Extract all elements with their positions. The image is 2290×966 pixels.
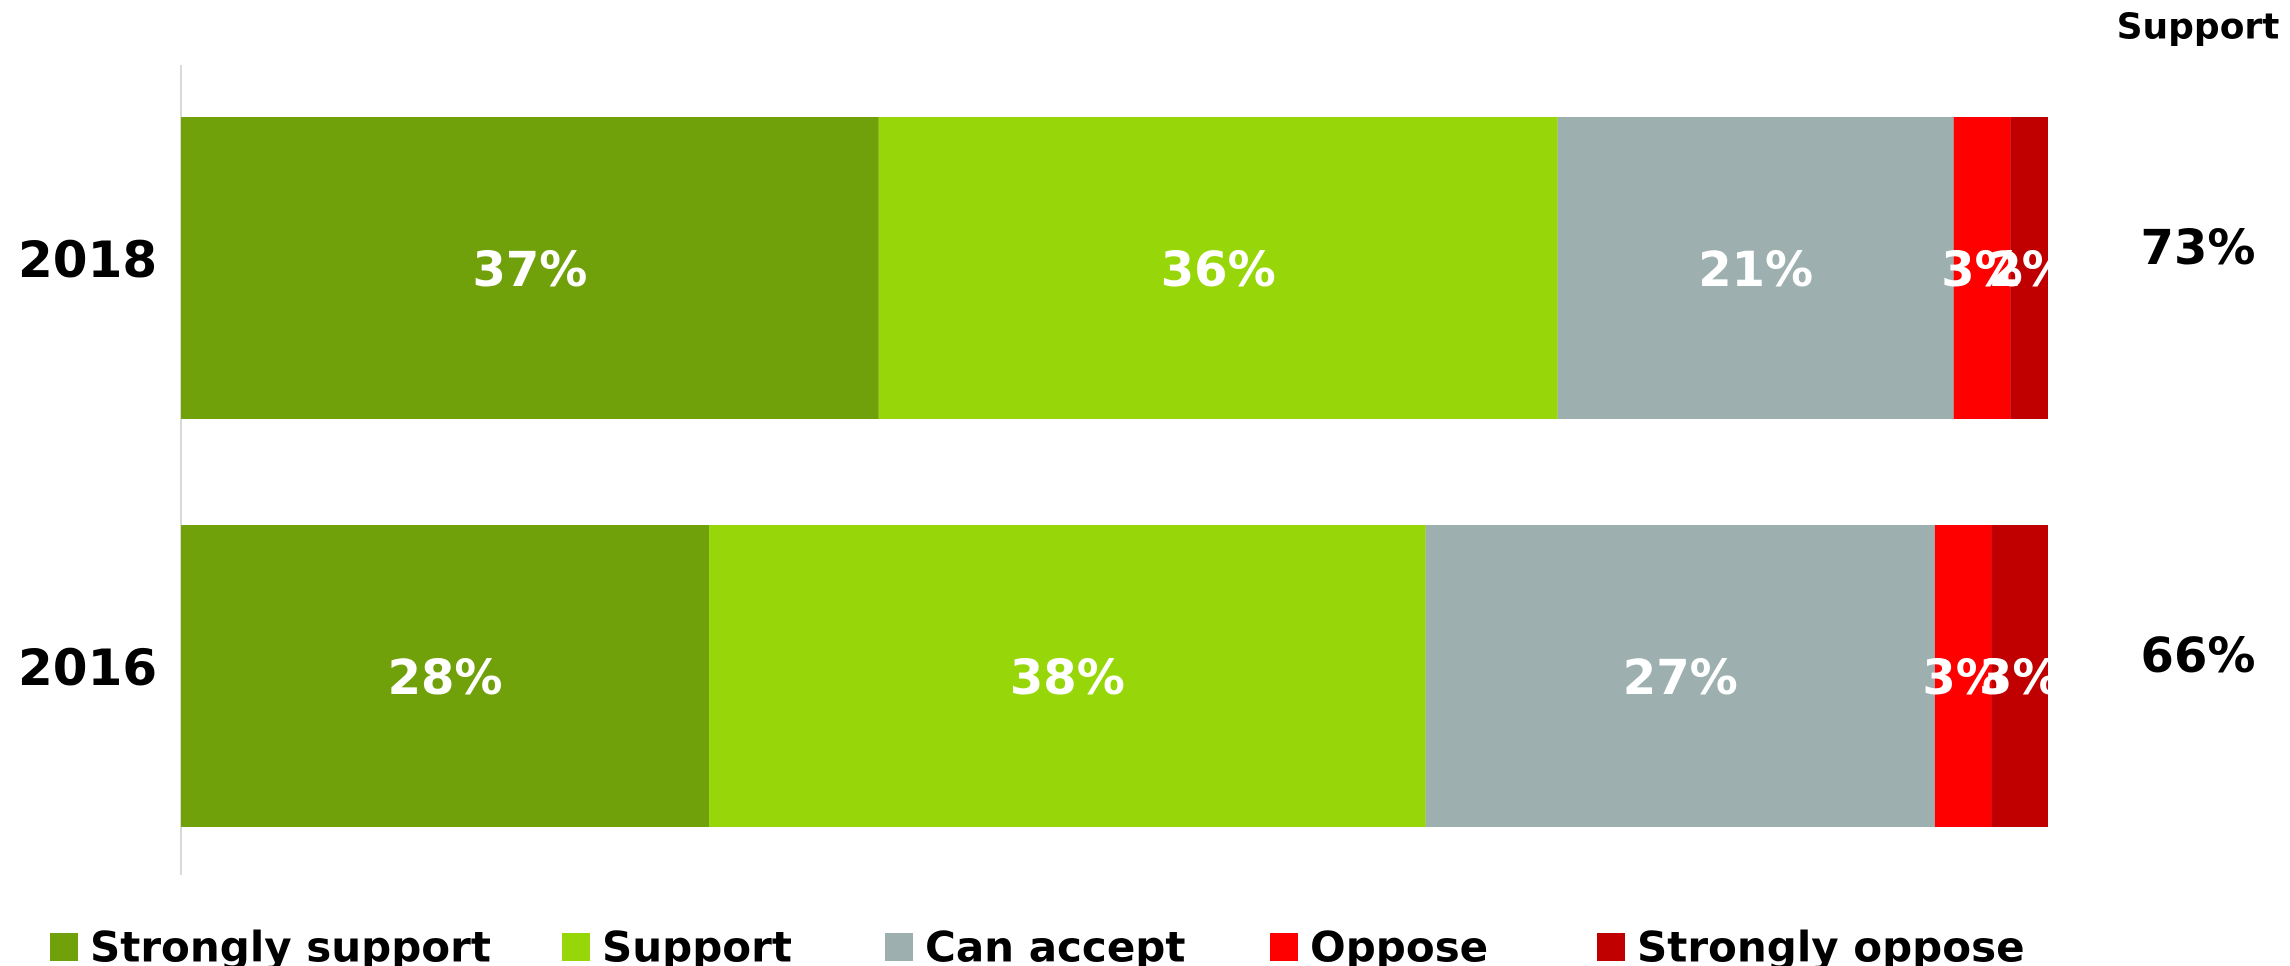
- bar-2016-support: [709, 525, 1426, 827]
- total-2018: 73%: [2141, 220, 2256, 276]
- legend: Strongly support Support Can accept Oppose S…: [50, 923, 2025, 966]
- bar-2016-strongly-oppose: [1991, 525, 2048, 827]
- bar-2018-strongly-support: [181, 117, 879, 419]
- bar-2016-can-accept: [1425, 525, 1935, 827]
- bar-2018-oppose: [1953, 117, 2011, 419]
- data-label-2018-strongly-support: 37%: [472, 242, 587, 298]
- legend-swatch-strongly-support: [50, 933, 78, 961]
- data-label-2018-support: 36%: [1161, 242, 1276, 298]
- legend-label-oppose: Oppose: [1310, 923, 1488, 966]
- bar-2016-strongly-support: [181, 525, 710, 827]
- data-label-2016-strongly-support: 28%: [388, 650, 503, 706]
- category-labels-group: 2018 2016: [18, 231, 157, 697]
- bar-2018-strongly-oppose: [2010, 117, 2048, 419]
- legend-swatch-can-accept: [885, 933, 913, 961]
- bars-group: [181, 117, 2048, 827]
- category-label-2016: 2016: [18, 639, 157, 697]
- data-label-2016-strongly-oppose: 3%: [1979, 650, 2061, 706]
- data-label-2016-oppose: 3%: [1922, 650, 2004, 706]
- total-2016: 66%: [2141, 628, 2256, 684]
- bar-2018-can-accept: [1557, 117, 1954, 419]
- bar-2018-support: [878, 117, 1558, 419]
- data-label-2016-can-accept: 27%: [1623, 650, 1738, 706]
- category-label-2018: 2018: [18, 231, 157, 289]
- bar-labels-group: 37% 36% 21% 3%2%28% 38% 27% 3%3%: [388, 242, 2070, 706]
- bar-2016-oppose: [1934, 525, 1992, 827]
- data-label-2016-support: 38%: [1010, 650, 1125, 706]
- legend-swatch-support: [562, 933, 590, 961]
- legend-swatch-strongly-oppose: [1597, 933, 1625, 961]
- data-label-2018-strongly-oppose: 2%: [1988, 242, 2070, 298]
- totals-group: Support 73% 66%: [2117, 7, 2280, 685]
- legend-label-strongly-oppose: Strongly oppose: [1637, 923, 2025, 966]
- legend-swatch-oppose: [1270, 933, 1298, 961]
- legend-label-strongly-support: Strongly support: [90, 923, 491, 966]
- legend-label-support: Support: [602, 923, 792, 966]
- legend-label-can-accept: Can accept: [925, 923, 1185, 966]
- data-label-2018-can-accept: 21%: [1698, 242, 1813, 298]
- totals-header: Support: [2117, 7, 2280, 48]
- data-label-2018-oppose: 3%: [1941, 242, 2023, 298]
